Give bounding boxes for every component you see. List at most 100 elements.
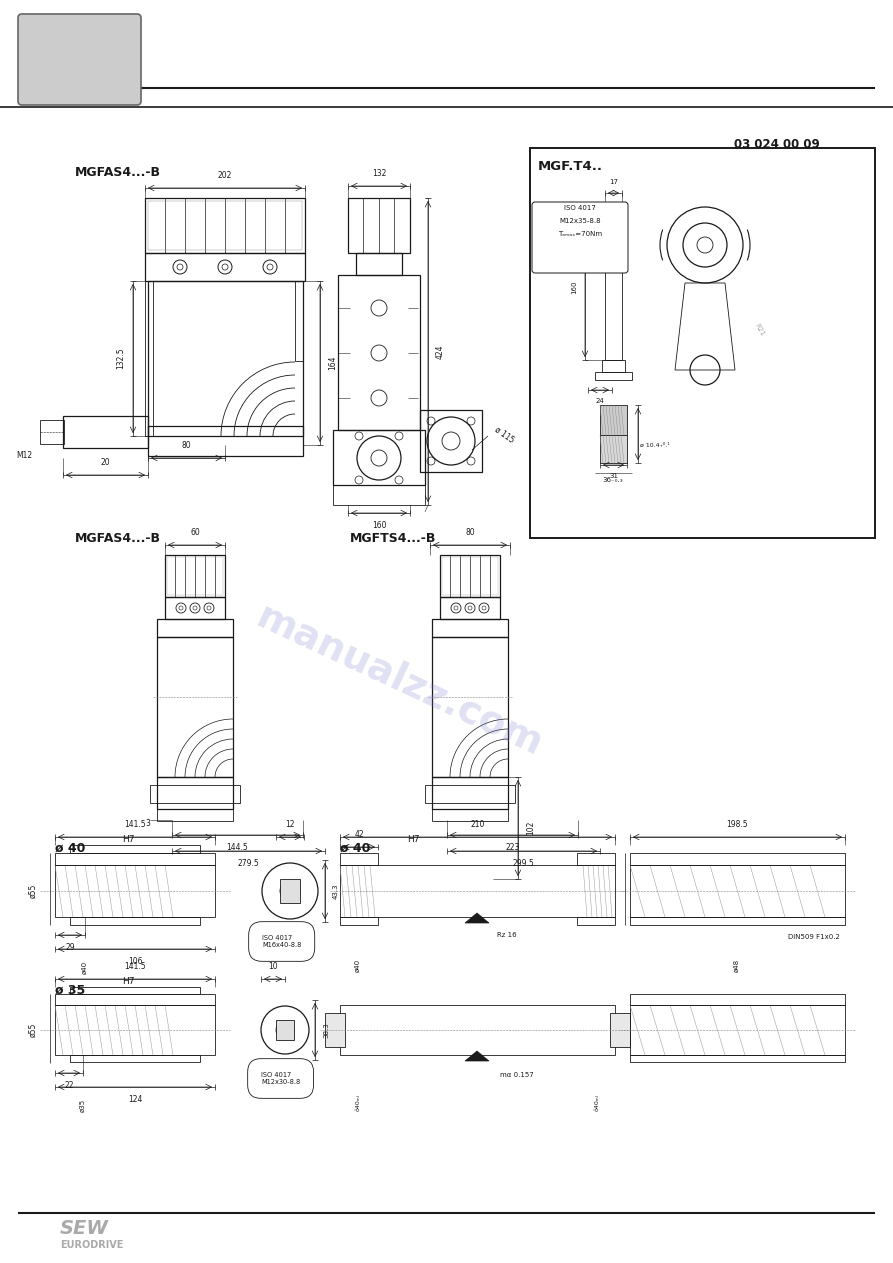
Polygon shape bbox=[465, 1051, 489, 1061]
Bar bbox=[145, 198, 305, 253]
Text: M12: M12 bbox=[16, 451, 32, 460]
Bar bbox=[340, 865, 615, 917]
Text: 36₋₀.₃: 36₋₀.₃ bbox=[603, 477, 623, 482]
Bar bbox=[348, 198, 410, 253]
Bar bbox=[145, 280, 153, 436]
Bar bbox=[610, 1013, 630, 1047]
Text: 164: 164 bbox=[328, 356, 337, 370]
Bar bbox=[325, 1013, 345, 1047]
Bar bbox=[157, 637, 233, 777]
Text: ø 115: ø 115 bbox=[493, 426, 515, 445]
Text: ø 35: ø 35 bbox=[55, 984, 85, 997]
Bar bbox=[55, 853, 215, 865]
Text: 60: 60 bbox=[190, 528, 200, 537]
Text: 132.5: 132.5 bbox=[116, 347, 125, 369]
Text: 299.5: 299.5 bbox=[513, 859, 534, 868]
Text: MGFAS4...-B: MGFAS4...-B bbox=[75, 532, 161, 544]
Bar bbox=[333, 429, 425, 485]
Text: ø35: ø35 bbox=[80, 1099, 86, 1111]
Bar bbox=[333, 485, 425, 505]
Bar bbox=[40, 421, 64, 445]
Text: 279.5: 279.5 bbox=[238, 859, 259, 868]
Bar bbox=[577, 853, 615, 865]
Bar bbox=[600, 434, 627, 464]
Bar bbox=[432, 777, 508, 810]
Text: 106: 106 bbox=[128, 957, 142, 966]
Text: H7: H7 bbox=[122, 836, 135, 845]
Text: ISO 4017: ISO 4017 bbox=[564, 205, 596, 211]
Text: 20: 20 bbox=[101, 458, 111, 467]
Text: H7: H7 bbox=[122, 978, 135, 986]
Text: ø 40: ø 40 bbox=[340, 841, 371, 855]
Bar bbox=[440, 554, 500, 597]
Text: 17: 17 bbox=[609, 179, 618, 184]
Text: 42: 42 bbox=[355, 830, 363, 839]
Bar bbox=[605, 215, 622, 360]
Bar bbox=[157, 619, 233, 637]
Text: 80: 80 bbox=[465, 528, 475, 537]
Text: ô40ₘₗ: ô40ₘₗ bbox=[595, 1095, 599, 1111]
Bar bbox=[340, 917, 378, 925]
Bar bbox=[595, 373, 632, 380]
Text: 102: 102 bbox=[526, 821, 535, 835]
Bar bbox=[145, 253, 305, 280]
Bar bbox=[148, 280, 303, 436]
Text: 424: 424 bbox=[436, 345, 445, 359]
Bar bbox=[630, 865, 845, 917]
Text: 29: 29 bbox=[65, 943, 75, 952]
Bar bbox=[432, 637, 508, 777]
Bar bbox=[148, 426, 303, 456]
Text: 80: 80 bbox=[181, 441, 191, 450]
Bar bbox=[630, 853, 845, 865]
Text: 124: 124 bbox=[128, 1095, 142, 1104]
Text: 3: 3 bbox=[146, 818, 150, 827]
Bar bbox=[630, 1055, 845, 1062]
Text: ISO 4017
M12x30-8.8: ISO 4017 M12x30-8.8 bbox=[261, 1072, 300, 1085]
Text: ø 10.4₊⁰.¹: ø 10.4₊⁰.¹ bbox=[640, 442, 670, 447]
Bar bbox=[630, 1005, 845, 1055]
Text: 198.5: 198.5 bbox=[727, 820, 748, 829]
Text: MGF.T4..: MGF.T4.. bbox=[538, 160, 603, 173]
Bar bbox=[440, 597, 500, 619]
Bar bbox=[55, 1005, 215, 1055]
Bar bbox=[150, 786, 240, 803]
Text: ISO 4017
M16x40-8.8: ISO 4017 M16x40-8.8 bbox=[262, 935, 301, 949]
Text: ø55: ø55 bbox=[28, 884, 37, 898]
Text: 31: 31 bbox=[609, 474, 618, 479]
Bar bbox=[577, 917, 615, 925]
Text: 202: 202 bbox=[218, 171, 232, 181]
Text: ø55: ø55 bbox=[28, 1023, 37, 1037]
Text: H7: H7 bbox=[407, 836, 420, 845]
Bar bbox=[63, 416, 148, 448]
Bar bbox=[600, 405, 627, 434]
FancyBboxPatch shape bbox=[532, 202, 628, 273]
Text: 03 024 00 09: 03 024 00 09 bbox=[734, 139, 820, 152]
Bar bbox=[165, 597, 225, 619]
Bar bbox=[157, 810, 233, 821]
Text: ø 40: ø 40 bbox=[55, 841, 86, 855]
Text: MGFTS4...-B: MGFTS4...-B bbox=[350, 532, 437, 544]
Text: EURODRIVE: EURODRIVE bbox=[60, 1240, 123, 1250]
Text: ø40: ø40 bbox=[355, 959, 361, 971]
Bar bbox=[165, 554, 225, 597]
Text: ø48: ø48 bbox=[734, 959, 740, 971]
Bar bbox=[630, 917, 845, 925]
FancyBboxPatch shape bbox=[18, 14, 141, 105]
Bar bbox=[338, 275, 420, 429]
Bar bbox=[530, 148, 875, 538]
Bar bbox=[157, 777, 233, 810]
Bar bbox=[356, 253, 402, 275]
Bar bbox=[55, 865, 215, 917]
Bar bbox=[148, 201, 302, 250]
Text: 160: 160 bbox=[571, 280, 577, 294]
Text: M12x35-8.8: M12x35-8.8 bbox=[559, 218, 601, 224]
Text: Tₐₘₐₓ=70Nm: Tₐₘₐₓ=70Nm bbox=[558, 231, 602, 237]
Text: 210: 210 bbox=[471, 820, 485, 829]
Text: ô40ₘₗ: ô40ₘₗ bbox=[355, 1095, 361, 1111]
Text: ø40: ø40 bbox=[82, 960, 88, 974]
Text: 38.3: 38.3 bbox=[323, 1022, 329, 1038]
Text: 12: 12 bbox=[285, 820, 295, 829]
Bar bbox=[432, 810, 508, 821]
Bar bbox=[602, 360, 625, 373]
Bar bbox=[340, 853, 378, 865]
